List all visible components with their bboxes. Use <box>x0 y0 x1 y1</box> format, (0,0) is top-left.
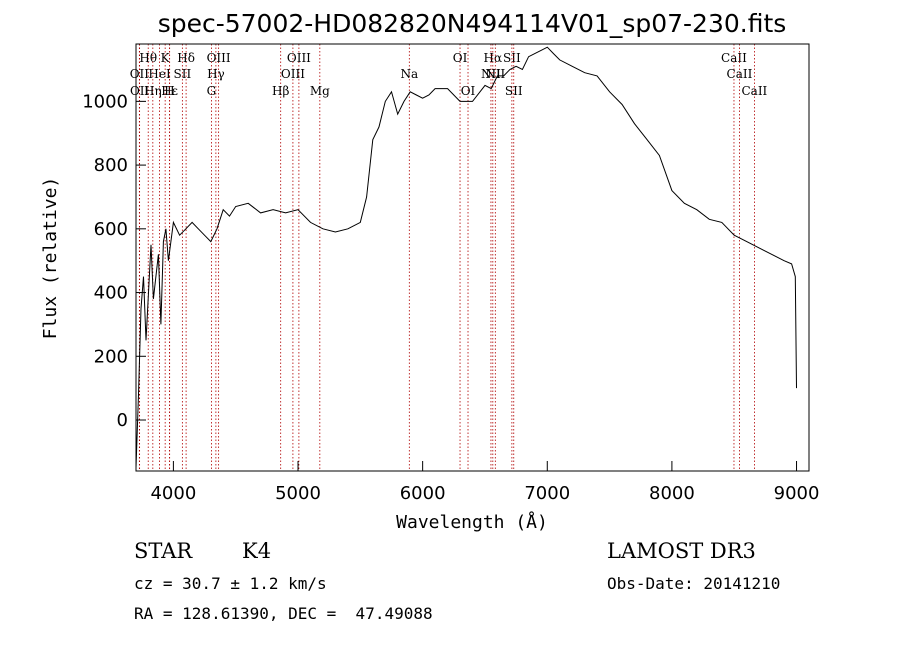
x-axis-label: Wavelength (Å) <box>396 511 548 533</box>
line-marker-label: CaII <box>727 67 753 81</box>
coordinates: RA = 128.61390, DEC = 47.49088 <box>134 604 433 623</box>
y-tick-label: 600 <box>94 219 128 240</box>
line-marker-label: OIII <box>207 51 231 65</box>
line-marker-label: G <box>207 84 217 98</box>
x-tick-label: 4000 <box>150 483 196 504</box>
y-tick-label: 200 <box>94 346 128 367</box>
y-tick-label: 800 <box>94 155 128 176</box>
line-marker-label: SII <box>505 84 523 98</box>
y-axis-label: Flux (relative) <box>40 177 61 340</box>
line-marker-label: Hβ <box>272 84 289 98</box>
line-marker-label: Hδ <box>177 51 195 65</box>
line-marker-label: CaII <box>741 84 767 98</box>
line-marker-label: OIII <box>281 67 305 81</box>
line-marker-label: OI <box>453 51 468 65</box>
x-axis-ticks: 4000 5000 6000 7000 8000 9000 <box>150 461 819 504</box>
line-marker-label: H <box>164 84 174 98</box>
line-marker-label: OI <box>461 84 476 98</box>
line-marker-label: Hθ <box>139 51 157 65</box>
y-axis-ticks: 0 200 400 600 800 1000 <box>82 91 146 431</box>
object-subclass: K4 <box>242 539 272 563</box>
line-marker-label: Hγ <box>207 67 225 81</box>
line-marker-label: CaII <box>721 51 747 65</box>
line-marker-label: Na <box>400 67 418 81</box>
x-tick-label: 8000 <box>649 483 695 504</box>
x-tick-label: 5000 <box>275 483 321 504</box>
x-tick-label: 6000 <box>400 483 446 504</box>
x-tick-label: 7000 <box>524 483 570 504</box>
line-marker-label: HeI <box>148 67 171 81</box>
survey-name: LAMOST DR3 <box>607 539 756 563</box>
object-type: STAR <box>134 539 193 563</box>
line-marker-label: SII <box>174 67 192 81</box>
y-tick-label: 0 <box>117 410 128 431</box>
line-marker-label: OIII <box>287 51 311 65</box>
chart-title: spec-57002-HD082820N494114V01_sp07-230.f… <box>158 9 787 38</box>
line-marker-label: Hα <box>484 51 503 65</box>
obs-date: Obs-Date: 20141210 <box>607 574 781 593</box>
y-tick-label: 1000 <box>82 91 128 112</box>
line-marker-label: K <box>161 51 171 65</box>
x-tick-label: 9000 <box>774 483 820 504</box>
redshift-value: cz = 30.7 ± 1.2 km/s <box>134 574 327 593</box>
line-marker-label: OII <box>130 84 150 98</box>
line-marker-label: Hη <box>144 84 162 98</box>
line-marker-label: NII <box>485 67 505 81</box>
line-marker-label: OII <box>130 67 150 81</box>
line-marker-label: SII <box>503 51 521 65</box>
y-tick-label: 400 <box>94 283 128 304</box>
spectrum-line <box>135 46 797 468</box>
line-marker-label: Mg <box>310 84 330 98</box>
plot-frame <box>135 43 810 472</box>
